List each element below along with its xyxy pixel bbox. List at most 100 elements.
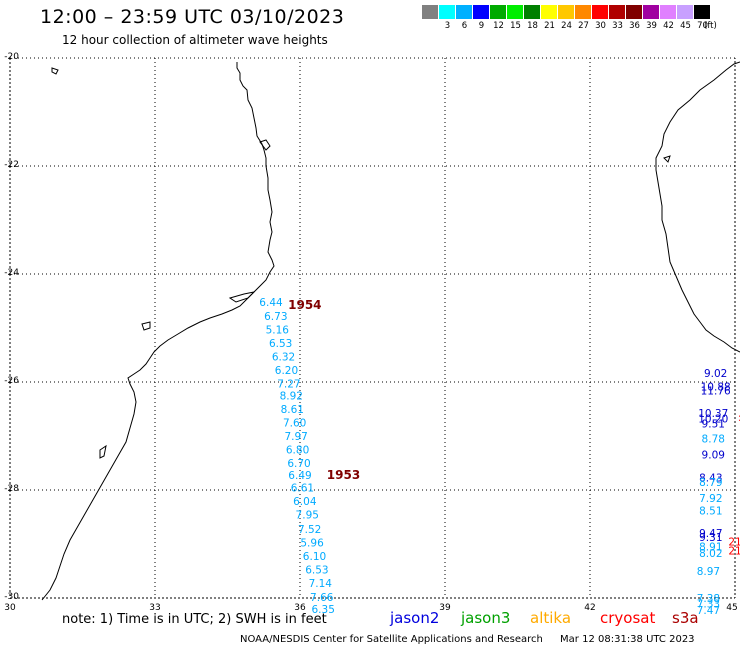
legend-label: 12 xyxy=(493,21,504,31)
wave-height-value: 6.80 xyxy=(286,445,309,457)
legend-label: 21 xyxy=(544,21,555,31)
wave-height-value: 10.37 xyxy=(698,408,728,420)
legend-swatch xyxy=(677,5,694,19)
satellite-jason3: jason3 xyxy=(461,609,511,627)
legend-swatch xyxy=(524,5,541,19)
lat-label: -28 xyxy=(4,484,19,494)
lat-label: -20 xyxy=(4,52,19,62)
wave-height-value: 8.97 xyxy=(697,566,720,578)
page-title: 12:00 – 23:59 UTC 03/10/2023 xyxy=(40,6,345,28)
lat-label: -22 xyxy=(4,160,19,170)
wave-height-value: 7.38 xyxy=(697,593,720,605)
legend-swatch xyxy=(439,5,456,19)
legend-label: 36 xyxy=(629,21,640,31)
wave-height-value: 9.31 xyxy=(699,532,722,544)
legend-label: 6 xyxy=(461,21,468,31)
wave-height-value: 5.96 xyxy=(300,537,324,549)
legend-swatch xyxy=(558,5,575,19)
lat-label: -24 xyxy=(4,268,19,278)
satellite-s3a: s3a xyxy=(672,609,699,627)
wave-height-value: 5.16 xyxy=(266,325,290,337)
legend-unit: (ft) xyxy=(704,21,717,31)
pass-time-label: 1954 xyxy=(288,298,321,312)
page-subtitle: 12 hour collection of altimeter wave hei… xyxy=(62,33,328,47)
legend-label: 33 xyxy=(612,21,623,31)
wave-height-value: 6.04 xyxy=(293,496,317,508)
legend-swatch xyxy=(575,5,592,19)
wave-height-value: 8.78 xyxy=(702,434,725,446)
wave-height-value: 6.32 xyxy=(272,352,295,364)
legend-label: 18 xyxy=(527,21,538,31)
legend-label: 24 xyxy=(561,21,572,31)
legend-swatch xyxy=(626,5,643,19)
wave-height-value: 8.79 xyxy=(699,477,722,489)
legend-swatch xyxy=(490,5,507,19)
lon-label: 39 xyxy=(439,603,451,613)
wave-height-value: 9.51 xyxy=(702,419,725,431)
wave-height-value: 9.09 xyxy=(702,449,725,461)
legend-swatch xyxy=(643,5,660,19)
legend-swatch xyxy=(694,5,711,19)
wave-height-value: 7.33 xyxy=(697,598,720,610)
wave-height-value: 7.60 xyxy=(283,418,306,430)
legend-labels: 3 6 9 12 15 18 21 24 27 30 33 36 39 42 45 70 xyxy=(422,21,711,31)
legend-label: 27 xyxy=(578,21,589,31)
wave-height-value: 8.92 xyxy=(280,391,303,403)
wave-height-value: 6.61 xyxy=(291,482,314,494)
altimeter-tracks: 6.44 6.73 5.166.53 6.326.20 7.278.928.61 7.60… xyxy=(259,297,740,617)
satellite-jason2: jason2 xyxy=(390,609,440,627)
wave-height-value: 7.97 xyxy=(284,431,307,443)
legend-label: 45 xyxy=(680,21,691,31)
legend-swatch xyxy=(422,5,439,19)
wave-height-value: 10.20 xyxy=(698,414,728,426)
timestamp-text: Mar 12 08:31:38 UTC 2023 xyxy=(560,634,695,645)
legend-swatch xyxy=(473,5,490,19)
satellite-cryosat: cryosat xyxy=(600,609,656,627)
lon-label: 45 xyxy=(726,603,738,613)
wave-height-value: 9.47 xyxy=(699,528,722,540)
wave-height-value: 11.76 xyxy=(701,386,731,398)
lat-label: -30 xyxy=(4,592,19,602)
legend-label: 3 xyxy=(444,21,451,31)
wave-height-value: 6.44 xyxy=(259,297,283,309)
wave-height-value: 10.88 xyxy=(701,381,731,393)
lon-label: 30 xyxy=(4,603,16,613)
lon-label: 33 xyxy=(149,603,161,613)
lat-label: -26 xyxy=(4,376,19,386)
wave-height-value: 7.66 xyxy=(310,592,334,604)
wave-height-value: 8.02 xyxy=(699,548,722,560)
wave-height-value: 7.47 xyxy=(697,605,720,617)
wave-height-value: 7.92 xyxy=(699,493,722,505)
legend-label: 42 xyxy=(663,21,674,31)
madagascar-coastline xyxy=(655,61,740,353)
legend-swatch xyxy=(660,5,677,19)
legend-label: 30 xyxy=(595,21,606,31)
wave-height-value: 7.14 xyxy=(309,578,333,590)
lon-label: 42 xyxy=(584,603,596,613)
legend-label: 39 xyxy=(646,21,657,31)
wave-height-value: 6.20 xyxy=(275,365,298,377)
wave-height-value: 7.27 xyxy=(277,379,300,391)
wave-height-value: 6.53 xyxy=(269,338,292,350)
africa-coastline xyxy=(41,62,275,601)
wave-height-value: 8.91 xyxy=(699,542,722,554)
credit-text: NOAA/NESDIS Center for Satellite Applica… xyxy=(240,634,543,645)
wave-height-value: 6.73 xyxy=(264,311,287,323)
footer-note: note: 1) Time is in UTC; 2) SWH is in fe… xyxy=(62,612,327,627)
legend-swatch xyxy=(507,5,524,19)
pass-time-labels: 1954 1953 xyxy=(288,298,360,482)
wave-height-value: 8.61 xyxy=(281,404,304,416)
footer-credit: NOAA/NESDIS Center for Satellite Applica… xyxy=(240,634,695,645)
wave-height-value: 9.02 xyxy=(704,368,727,380)
map-frame xyxy=(9,57,736,599)
wave-height-value: 7.95 xyxy=(296,509,319,521)
satellite-altika: altika xyxy=(530,609,572,627)
color-legend xyxy=(422,5,711,19)
wave-height-value: 7.52 xyxy=(298,524,321,536)
wave-height-value: 21 xyxy=(728,536,740,548)
graticule-grid xyxy=(9,57,736,599)
wave-height-value: : xyxy=(738,412,740,424)
legend-label: 9 xyxy=(478,21,485,31)
wave-height-value: 6.35 xyxy=(312,604,335,616)
